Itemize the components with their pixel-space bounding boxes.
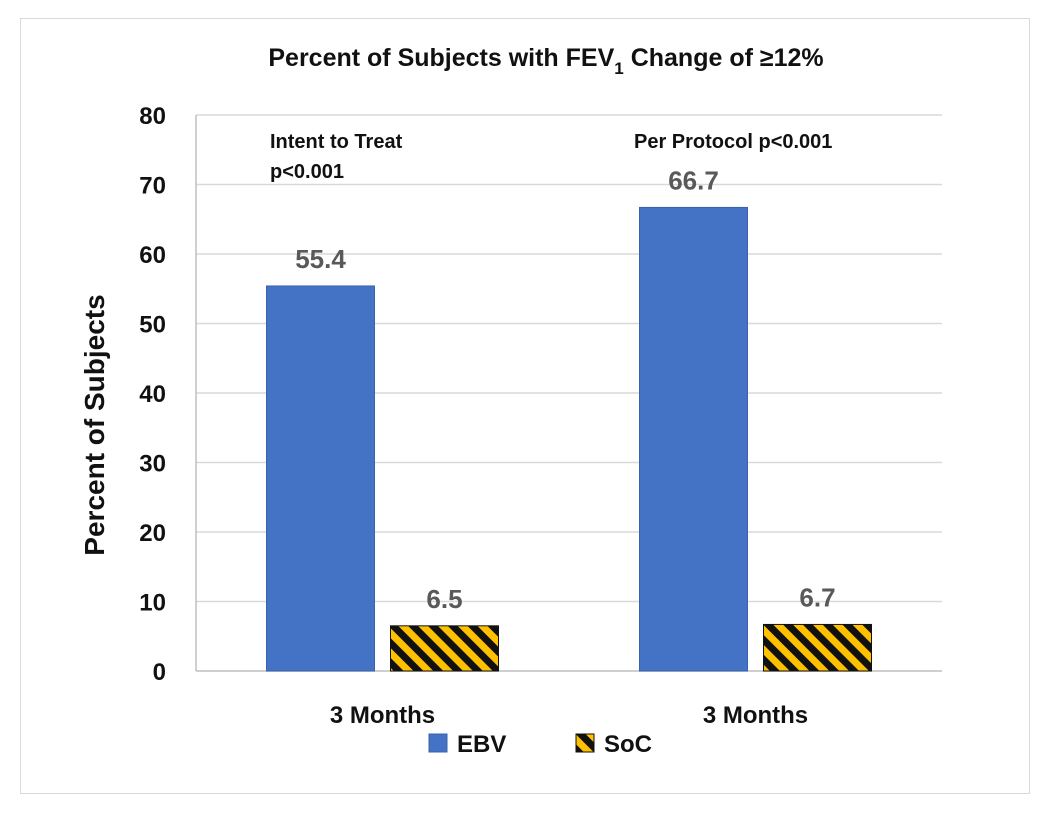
chart-title: Percent of Subjects with FEV1 Change of … — [268, 44, 823, 78]
annotation-line: Per Protocol p<0.001 — [634, 131, 832, 153]
title-subscript: 1 — [614, 59, 623, 78]
annotation-line: Intent to Treat — [270, 131, 403, 153]
bar-ebv-1 — [639, 206, 748, 672]
y-tick-label: 60 — [139, 242, 166, 269]
y-axis-label: Percent of Subjects — [79, 294, 110, 555]
legend-label-ebv: EBV — [457, 731, 506, 758]
legend: EBV SoC — [428, 731, 652, 758]
y-tick-label: 30 — [139, 451, 166, 478]
x-category-label: 3 Months — [703, 702, 808, 729]
legend-swatch-soc — [575, 733, 595, 753]
y-tick-label: 0 — [153, 659, 166, 686]
data-label-ebv-0: 55.4 — [295, 244, 346, 274]
annotation-0: Intent to Treat p<0.001 — [270, 131, 403, 183]
x-axis-categories: 3 Months 3 Months — [330, 702, 808, 729]
bar-ebv-0 — [266, 285, 375, 672]
legend-label-soc: SoC — [604, 731, 652, 758]
y-axis-ticks: 0 10 20 30 40 50 60 70 80 — [139, 103, 166, 686]
y-tick-label: 10 — [139, 590, 166, 617]
data-label-soc-1: 6.7 — [799, 582, 835, 612]
y-tick-label: 80 — [139, 103, 166, 130]
bars — [266, 206, 872, 672]
y-tick-label: 20 — [139, 520, 166, 547]
annotation-1: Per Protocol p<0.001 — [634, 131, 832, 153]
data-label-soc-0: 6.5 — [426, 584, 462, 614]
bar-soc-0 — [390, 625, 499, 672]
y-tick-label: 40 — [139, 381, 166, 408]
data-label-ebv-1: 66.7 — [668, 165, 719, 195]
y-tick-label: 70 — [139, 173, 166, 200]
annotation-line: p<0.001 — [270, 161, 344, 183]
title-suffix: Change of ≥12% — [624, 44, 824, 72]
bar-soc-1 — [763, 623, 872, 672]
y-tick-label: 50 — [139, 312, 166, 339]
annotations: Intent to Treat p<0.001 Per Protocol p<0.0… — [270, 131, 832, 183]
data-labels: 55.4 6.5 66.7 6.7 — [295, 165, 835, 613]
legend-swatch-ebv — [428, 733, 448, 753]
x-category-label: 3 Months — [330, 702, 435, 729]
